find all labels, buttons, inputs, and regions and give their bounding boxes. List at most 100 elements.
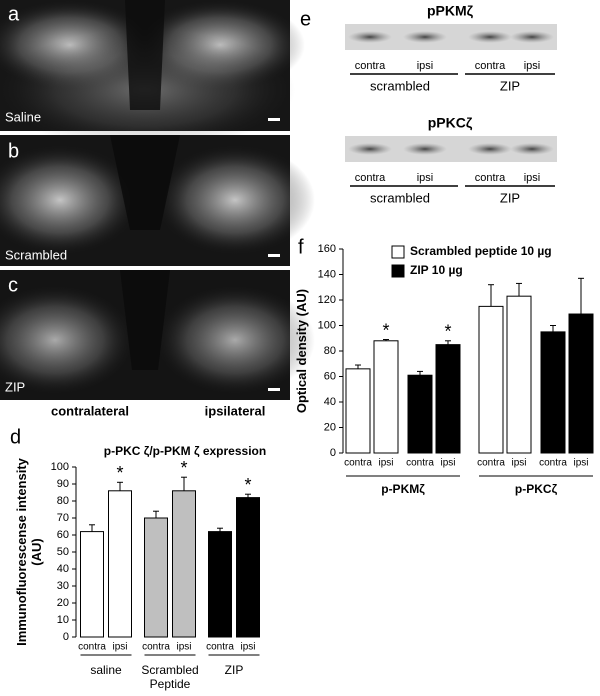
y-tick-label: 30: [57, 580, 69, 592]
y-tick-label: 60: [324, 370, 336, 382]
lane-label: ipsi: [524, 60, 541, 72]
bar: [80, 531, 104, 638]
lane-label: contra: [355, 60, 386, 72]
lane-label: ipsi: [417, 60, 434, 72]
x-tick-label-box: Scrambled Peptide: [141, 663, 199, 691]
blot-band: [468, 143, 512, 155]
y-tick-label: 70: [57, 512, 69, 524]
legend-label: ZIP 10 µg: [410, 263, 463, 277]
significance-marker: *: [180, 458, 187, 478]
y-tick-label: 140: [318, 268, 336, 280]
significance-marker: *: [444, 322, 451, 342]
y-tick-label: 50: [57, 546, 69, 558]
panel-letter: c: [8, 274, 18, 296]
blot-band: [468, 31, 512, 43]
y-axis-label: Optical density (AU): [294, 288, 309, 414]
bar: [172, 490, 196, 638]
condition-label: ipsi: [511, 458, 526, 469]
x-tick-label-box: p-PKMζ: [381, 482, 425, 496]
y-tick-label: 80: [57, 495, 69, 507]
blot-band: [403, 143, 447, 155]
bar: [407, 374, 433, 454]
y-tick-label: 60: [57, 529, 69, 541]
y-axis-label: Immunofluorescense intensity (AU): [14, 458, 44, 646]
group-label: scrambled: [370, 190, 430, 205]
panel-label: ZIP: [5, 379, 25, 394]
x-tick-label: saline: [90, 663, 122, 677]
side-label: ipsilateral: [205, 403, 266, 418]
group-label: scrambled: [370, 78, 430, 93]
panel-letter: d: [10, 426, 21, 448]
significance-marker: *: [382, 320, 389, 340]
chart-title: p-PKC ζ/p-PKM ζ expression: [104, 444, 266, 458]
bar: [345, 368, 371, 454]
significance-marker: *: [244, 475, 251, 495]
x-tick-label: p-PKCζ: [514, 482, 558, 496]
x-tick-label: p-PKMζ: [381, 482, 425, 496]
blot-title: pPKMζ: [427, 3, 474, 19]
group-label: ZIP: [500, 190, 520, 205]
y-tick-label: 100: [51, 461, 69, 473]
lane-label: contra: [475, 60, 506, 72]
y-tick-label: 0: [63, 631, 69, 643]
bar: [373, 340, 399, 454]
y-tick-label: 160: [318, 243, 336, 255]
condition-label: contra: [206, 642, 234, 653]
condition-label: ipsi: [112, 642, 127, 653]
bar: [236, 497, 260, 638]
blot-band: [348, 31, 392, 43]
condition-label: contra: [477, 458, 505, 469]
micrograph-c: [0, 270, 315, 400]
bar: [435, 344, 461, 454]
bar: [478, 305, 504, 454]
y-tick-label: 80: [324, 345, 336, 357]
blot-band: [510, 31, 554, 43]
y-tick-label: 40: [57, 563, 69, 575]
bar: [568, 313, 594, 454]
y-tick-label: 40: [324, 396, 336, 408]
bar: [108, 490, 132, 638]
lane-label: contra: [475, 172, 506, 184]
legend-swatch: [391, 264, 405, 278]
bar: [506, 295, 532, 454]
x-tick-label-box: saline: [90, 663, 122, 677]
micrograph-a: [0, 0, 305, 150]
y-tick-label: 20: [57, 597, 69, 609]
lane-label: contra: [355, 172, 386, 184]
condition-label: ipsi: [573, 458, 588, 469]
y-tick-label: 100: [318, 319, 336, 331]
x-tick-label: ZIP: [224, 663, 244, 677]
condition-label: ipsi: [440, 458, 455, 469]
condition-label: ipsi: [378, 458, 393, 469]
condition-label: ipsi: [240, 642, 255, 653]
panel-label: Scrambled: [5, 247, 67, 262]
condition-label: contra: [344, 458, 372, 469]
blot-band: [403, 31, 447, 43]
y-tick-label: 120: [318, 294, 336, 306]
condition-label: ipsi: [176, 642, 191, 653]
y-tick-label: 90: [57, 478, 69, 490]
side-label: contralateral: [51, 403, 129, 418]
condition-label: contra: [142, 642, 170, 653]
condition-label: contra: [539, 458, 567, 469]
y-tick-label: 10: [57, 614, 69, 626]
panel-letter: f: [298, 236, 304, 258]
y-tick-label: 0: [330, 447, 336, 459]
panel-letter: b: [8, 140, 19, 162]
legend-swatch: [391, 245, 405, 259]
condition-label: contra: [406, 458, 434, 469]
x-tick-label-box: p-PKCζ: [514, 482, 558, 496]
condition-label: contra: [78, 642, 106, 653]
bar: [208, 531, 232, 638]
bar: [144, 517, 168, 638]
x-tick-label: Scrambled Peptide: [141, 663, 199, 691]
panel-letter: e: [300, 8, 311, 30]
blot-title: pPKCζ: [428, 115, 473, 131]
lane-label: ipsi: [417, 172, 434, 184]
y-axis-label-box: Immunofluorescense intensity (AU): [14, 458, 44, 646]
legend-label: Scrambled peptide 10 µg: [410, 244, 552, 258]
panel-label: Saline: [5, 109, 41, 124]
blot-band: [510, 143, 554, 155]
significance-marker: *: [116, 463, 123, 483]
